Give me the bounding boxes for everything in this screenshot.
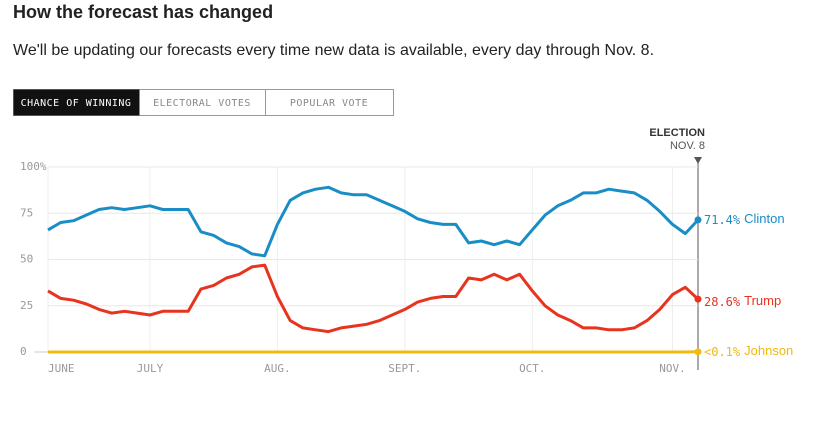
tab[interactable]: CHANCE OF WINNING	[21, 98, 132, 109]
legend-label: Johnson	[744, 343, 793, 358]
x-tick-label: JUNE	[48, 362, 75, 375]
legend-label: Trump	[744, 294, 781, 309]
value-label: <0.1%	[704, 344, 741, 358]
y-tick-label: 50	[20, 253, 33, 266]
legend-label: Clinton	[744, 211, 784, 226]
value-label: 71.4%	[704, 212, 741, 226]
election-marker	[694, 157, 702, 164]
x-tick-label: OCT.	[519, 362, 546, 375]
x-tick-label: JULY	[137, 362, 164, 375]
series-line	[48, 265, 698, 332]
tab[interactable]: ELECTORAL VOTES	[153, 98, 251, 109]
y-tick-label: 0	[20, 345, 27, 358]
x-tick-label: NOV.	[659, 362, 686, 375]
y-tick-label: 75	[20, 206, 33, 219]
end-label: 28.6%Trump	[704, 294, 781, 309]
y-tick-label: 25	[20, 299, 33, 312]
chart-title: How the forecast has changed	[13, 2, 273, 22]
value-label: 28.6%	[704, 295, 741, 309]
series-line	[48, 187, 698, 256]
x-tick-label: SEPT.	[388, 362, 421, 375]
end-label: 71.4%Clinton	[704, 211, 785, 226]
x-tick-label: AUG.	[264, 362, 291, 375]
end-point	[695, 348, 702, 355]
y-tick-label: 100%	[20, 160, 47, 173]
tab[interactable]: POPULAR VOTE	[290, 98, 368, 109]
annotation-label: ELECTION	[649, 127, 705, 139]
end-point	[695, 296, 702, 303]
annotation-sublabel: NOV. 8	[670, 140, 705, 152]
end-label: <0.1%Johnson	[704, 343, 793, 358]
end-point	[695, 216, 702, 223]
chart-subtitle: We'll be updating our forecasts every ti…	[13, 42, 654, 59]
